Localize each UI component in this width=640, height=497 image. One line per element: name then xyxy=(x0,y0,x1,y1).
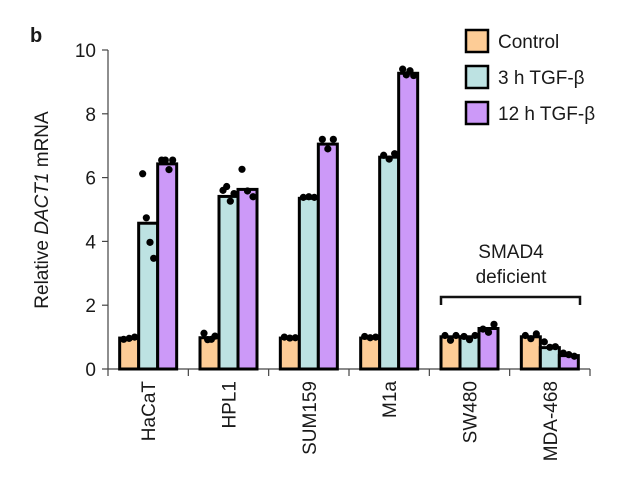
data-point xyxy=(305,193,313,201)
bar xyxy=(378,155,401,371)
data-point xyxy=(490,320,498,328)
bar xyxy=(156,162,179,371)
legend-swatch xyxy=(464,28,490,54)
data-point xyxy=(452,331,460,340)
smad4-annotation: SMAD4 deficient xyxy=(439,242,582,305)
data-point xyxy=(291,334,299,342)
data-point xyxy=(200,329,208,337)
data-point xyxy=(286,334,294,342)
data-point xyxy=(249,193,257,201)
data-point xyxy=(299,193,307,201)
annotation-line1: SMAD4 xyxy=(478,242,544,263)
legend: Control 3 h TGF-β 12 h TGF-β xyxy=(464,28,595,126)
data-point xyxy=(150,254,158,262)
x-tick-label: SUM159 xyxy=(300,381,321,455)
data-point xyxy=(131,333,139,341)
legend-swatch xyxy=(464,64,490,90)
data-point xyxy=(546,343,554,351)
data-point xyxy=(565,351,573,359)
bar xyxy=(236,187,259,371)
data-point xyxy=(540,338,548,346)
bar xyxy=(359,336,382,371)
y-tick-label: 0 xyxy=(85,360,96,381)
bar xyxy=(477,326,500,371)
bar xyxy=(316,142,339,371)
data-point xyxy=(479,325,487,333)
x-tick-label: M1a xyxy=(380,381,401,418)
legend-label: 12 h TGF-β xyxy=(498,104,595,125)
data-point xyxy=(380,151,388,159)
data-point xyxy=(399,65,407,73)
y-axis-label: Relative DACT1 mRNA xyxy=(32,111,53,309)
x-tick-label: MDA-468 xyxy=(541,381,562,461)
data-point xyxy=(329,135,337,143)
y-tick-label: 6 xyxy=(85,169,96,190)
y-tick-label: 8 xyxy=(85,105,96,126)
x-tick-label: HaCaT xyxy=(139,381,160,442)
data-point xyxy=(385,155,393,163)
data-point xyxy=(211,332,219,340)
data-point xyxy=(318,135,326,143)
data-point xyxy=(238,165,246,173)
bar xyxy=(397,71,420,371)
data-point xyxy=(460,332,468,341)
data-point xyxy=(125,334,133,342)
bar xyxy=(297,196,320,371)
data-point xyxy=(570,352,578,360)
data-point xyxy=(169,156,177,164)
y-tick-label: 2 xyxy=(85,296,96,317)
legend-swatch xyxy=(464,100,490,126)
data-point xyxy=(410,71,418,80)
panel-label: b xyxy=(30,25,42,47)
data-point xyxy=(142,214,150,222)
data-point xyxy=(165,166,173,174)
data-point xyxy=(310,193,318,201)
data-point xyxy=(139,170,147,178)
data-point xyxy=(243,187,252,195)
data-point xyxy=(361,332,369,341)
data-point xyxy=(521,331,529,340)
data-point xyxy=(527,335,535,343)
data-point xyxy=(366,334,374,342)
data-point xyxy=(391,150,399,158)
data-point xyxy=(161,156,169,164)
data-point xyxy=(223,182,231,191)
data-point xyxy=(324,145,332,153)
data-point xyxy=(441,331,449,340)
x-tick-label: HPL1 xyxy=(220,381,241,429)
y-tick-label: 4 xyxy=(85,232,96,253)
data-point xyxy=(120,335,128,343)
data-point xyxy=(484,328,493,336)
data-point xyxy=(559,349,567,357)
bars xyxy=(118,65,580,371)
data-point xyxy=(551,343,559,351)
data-point xyxy=(532,330,540,338)
annotation-line2: deficient xyxy=(476,267,547,288)
axes: 0 2 4 6 8 10 HaCaT HPL1 SUM159 M1a SW480 MDA-468 xyxy=(75,41,591,461)
y-tick-label: 10 xyxy=(75,41,96,62)
data-point xyxy=(280,333,288,341)
data-point xyxy=(372,333,380,341)
data-point xyxy=(446,336,455,344)
legend-label: 3 h TGF-β xyxy=(498,68,585,89)
data-point xyxy=(230,189,238,198)
data-point xyxy=(226,197,234,205)
legend-label: Control xyxy=(498,32,559,53)
data-point xyxy=(471,331,479,340)
data-point xyxy=(146,238,154,246)
data-point xyxy=(465,336,474,344)
bar xyxy=(278,336,301,371)
annotation-bracket xyxy=(439,295,582,305)
x-tick-label: SW480 xyxy=(461,381,482,443)
bar xyxy=(217,194,240,371)
